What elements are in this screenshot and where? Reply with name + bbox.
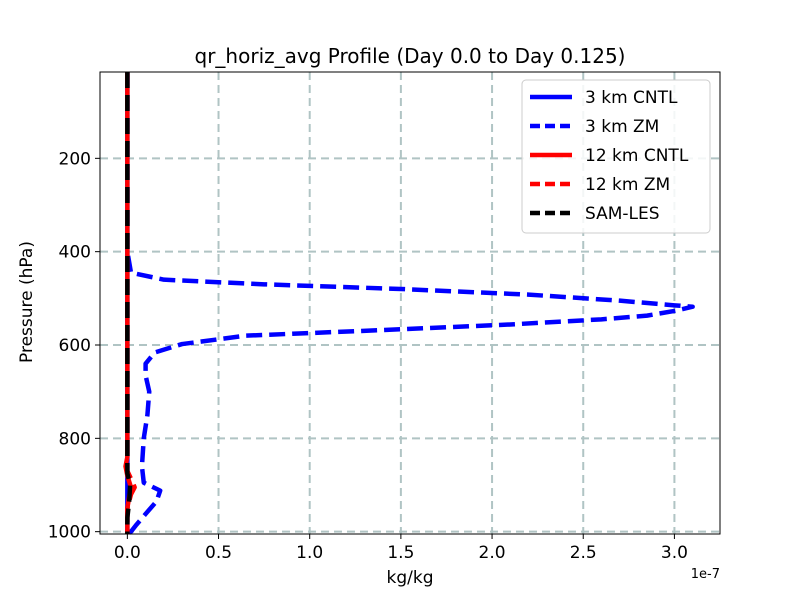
y-tick-label: 1000: [48, 523, 91, 543]
x-axis-label: kg/kg: [387, 568, 434, 588]
y-tick-label: 600: [59, 336, 91, 356]
legend-label: 12 km CNTL: [585, 146, 689, 166]
legend-label: 3 km ZM: [585, 117, 659, 137]
x-offset-text: 1e-7: [691, 567, 720, 582]
x-tick-label: 2.0: [479, 543, 506, 563]
x-tick-label: 0.5: [205, 543, 232, 563]
legend-box: [521, 79, 711, 234]
series-layer: [123, 72, 695, 536]
legend: 3 km CNTL 3 km ZM 12 km CNTL 12 km ZM SAM-LE…: [521, 79, 711, 234]
plot-frame: [99, 71, 721, 535]
y-tick-label: 400: [59, 243, 91, 263]
chart-title: qr_horiz_avg Profile (Day 0.0 to Day 0.1…: [195, 44, 626, 68]
x-tick-label: 1.5: [387, 543, 414, 563]
y-tick-label: 200: [59, 149, 91, 169]
legend-label: SAM-LES: [585, 204, 660, 224]
legend-label: 12 km ZM: [585, 175, 670, 195]
y-tick-label: 800: [59, 429, 91, 449]
x-tick-label: 0.0: [114, 543, 141, 563]
x-tick-label: 3.0: [661, 543, 688, 563]
axis-layer: 0.0 0.5 1.0 1.5 2.0 2.5 3.0 200 400 600 800 1000: [48, 149, 688, 563]
y-axis-label: Pressure (hPa): [17, 241, 37, 363]
x-tick-label: 2.5: [570, 543, 597, 563]
x-tick-label: 1.0: [296, 543, 323, 563]
legend-label: 3 km CNTL: [585, 88, 678, 108]
series-line-sam-les: [125, 72, 133, 534]
series-line-3-km-zm: [125, 72, 695, 536]
